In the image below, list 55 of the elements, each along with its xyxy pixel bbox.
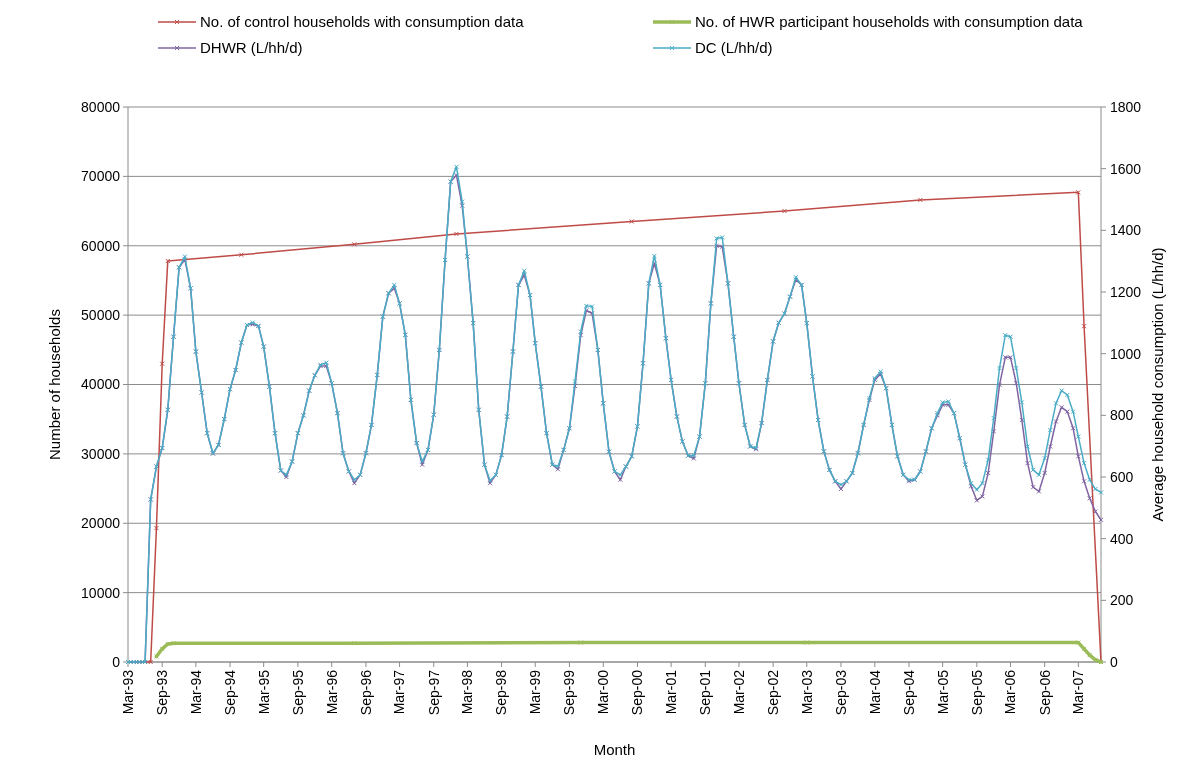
x-tick-label: Mar-99 (527, 669, 544, 715)
x-tick-label: Mar-05 (934, 669, 951, 715)
x-tick-label: Sep-03 (832, 669, 849, 716)
x-tick-label: Sep-00 (629, 669, 646, 716)
y2-tick-label: 1600 (1110, 160, 1142, 177)
x-tick-label: Mar-93 (119, 669, 136, 715)
x-tick-label: Mar-04 (866, 669, 883, 715)
x-tick-label: Mar-02 (730, 669, 747, 715)
x-tick-label: Mar-07 (1070, 669, 1087, 715)
legend-label: DHWR (L/hh/d) (200, 39, 303, 56)
x-tick-label: Sep-94 (221, 669, 238, 716)
y2-tick-label: 200 (1110, 592, 1134, 609)
y-tick-label: 60000 (81, 237, 121, 254)
y2-tick-label: 600 (1110, 468, 1134, 485)
y-tick-label: 70000 (81, 168, 121, 185)
x-tick-label: Sep-02 (765, 669, 782, 716)
y2-tick-label: 1400 (1110, 222, 1142, 239)
x-tick-label: Mar-06 (1002, 669, 1019, 715)
legend-label: No. of control households with consumption data (200, 13, 525, 30)
x-tick-label: Sep-04 (900, 669, 917, 716)
y2-axis-title: Average household consumption (L/hh/d) (1149, 247, 1166, 522)
y2-tick-label: 1200 (1110, 283, 1142, 300)
y2-tick-label: 1000 (1110, 345, 1142, 362)
y-tick-label: 30000 (81, 445, 121, 462)
x-tick-label: Sep-93 (154, 669, 171, 716)
legend-label: DC (L/hh/d) (695, 39, 773, 56)
x-tick-label: Mar-98 (459, 669, 476, 715)
x-axis-title: Month (593, 741, 636, 758)
y2-tick-label: 400 (1110, 530, 1134, 547)
x-tick-label: Sep-05 (968, 669, 985, 716)
y-tick-label: 80000 (81, 98, 121, 115)
legend-label: No. of HWR participant households with consumption data (695, 13, 1084, 30)
x-tick-label: Mar-97 (391, 669, 408, 715)
x-tick-label: Sep-98 (493, 669, 510, 716)
y-tick-label: 0 (112, 653, 121, 670)
x-tick-label: Sep-06 (1036, 669, 1053, 716)
y-tick-label: 50000 (81, 307, 121, 324)
y-tick-label: 40000 (81, 376, 121, 393)
x-tick-label: Mar-95 (255, 669, 272, 715)
x-tick-label: Mar-01 (663, 669, 679, 715)
y-tick-label: 10000 (81, 584, 121, 601)
x-tick-label: Mar-03 (798, 669, 815, 715)
x-tick-label: Sep-01 (697, 669, 714, 716)
x-tick-label: Mar-00 (595, 669, 612, 715)
x-tick-label: Mar-96 (323, 669, 340, 715)
x-tick-label: Mar-94 (187, 669, 204, 715)
x-tick-label: Sep-99 (561, 669, 578, 716)
x-tick-label: Sep-95 (289, 669, 306, 716)
y2-tick-label: 0 (1110, 653, 1118, 670)
y2-tick-label: 1800 (1110, 98, 1142, 115)
x-tick-label: Sep-97 (425, 669, 442, 716)
y-tick-label: 20000 (81, 515, 121, 532)
y2-tick-label: 800 (1110, 407, 1134, 424)
y-axis-title: Number of households (46, 309, 63, 460)
x-tick-label: Sep-96 (357, 669, 374, 716)
